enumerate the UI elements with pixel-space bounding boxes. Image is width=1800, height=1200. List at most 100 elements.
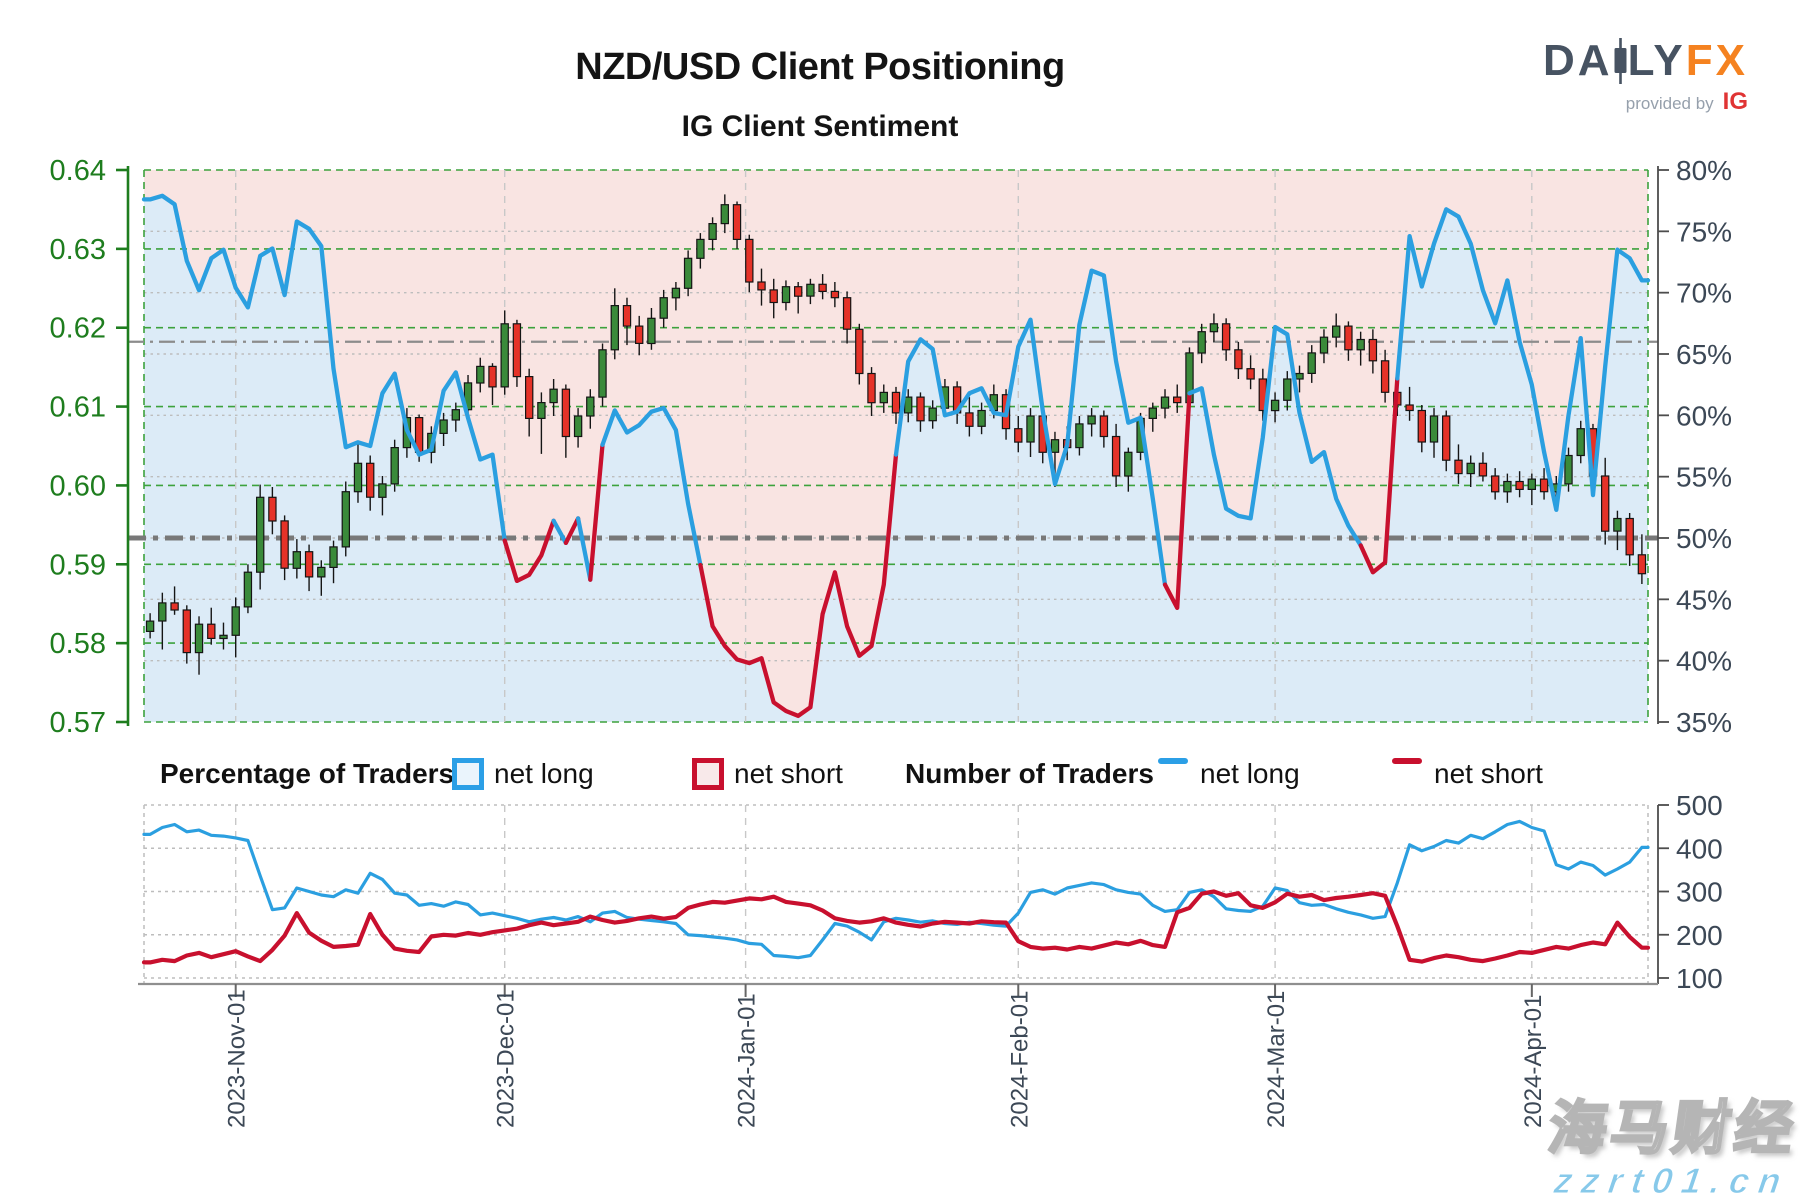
candle-body <box>745 238 754 283</box>
candle-body <box>659 297 668 319</box>
legend-pct-net-short: net short <box>734 758 843 789</box>
candle-body <box>818 283 827 292</box>
candle-body <box>1625 517 1634 556</box>
pct-axis-label: 65% <box>1676 339 1732 370</box>
candle-body <box>1344 325 1353 351</box>
legend-count-title: Number of Traders <box>905 758 1154 789</box>
candle-body <box>769 289 778 304</box>
candle-body <box>1148 407 1157 420</box>
candle-body <box>1270 399 1280 412</box>
page-title: NZD/USD Client Positioning <box>575 46 1065 88</box>
logo-text-da: DA <box>1543 36 1613 85</box>
watermark: 海马财经 zzrt01.cn <box>1539 1094 1800 1200</box>
candle-body <box>1172 396 1182 404</box>
candle-body <box>1441 415 1451 461</box>
candle-body <box>573 415 583 438</box>
candle-body <box>512 323 522 378</box>
net-long-pct-line-below50 <box>563 516 581 546</box>
candle-body <box>1515 480 1524 491</box>
candle-body <box>1331 325 1341 338</box>
candle-body <box>830 290 840 299</box>
date-axis-label: 2023-Dec-01 <box>493 989 520 1128</box>
date-axis-label: 2023-Nov-01 <box>224 989 251 1128</box>
legend-count-net-long: net long <box>1200 758 1300 789</box>
candle-body <box>268 496 277 522</box>
net-short-line-icon <box>1392 758 1422 764</box>
net-short-swatch-icon <box>692 758 724 790</box>
candle-body <box>378 483 387 498</box>
net-long-pct-line <box>1395 207 1651 512</box>
count-axis-label: 400 <box>1676 833 1723 864</box>
pct-axis-label: 55% <box>1676 462 1732 493</box>
price-axis-label: 0.63 <box>50 234 106 266</box>
net-long-pct-line-below50 <box>1162 391 1192 611</box>
candle-body <box>561 388 571 438</box>
chart-subtitle: IG Client Sentiment <box>681 110 959 143</box>
price-axis-label: 0.62 <box>50 313 106 345</box>
pct-axis-label: 75% <box>1676 216 1732 247</box>
candle-body <box>524 376 534 420</box>
candle-body <box>1209 323 1219 333</box>
net-long-pct-line <box>141 193 507 543</box>
candle-body <box>256 496 265 573</box>
candle-body <box>1478 462 1488 477</box>
price-axis-label: 0.59 <box>50 549 106 581</box>
candle-body <box>1026 415 1035 443</box>
watermark-line1: 海马财经 <box>1543 1094 1800 1162</box>
candle-body <box>916 396 925 422</box>
net-short-count-line <box>141 889 1651 965</box>
candle-body <box>1283 378 1292 401</box>
candle-body <box>1503 480 1512 493</box>
net-long-pct-line-below50 <box>502 518 556 584</box>
candle-body <box>1490 475 1500 493</box>
candle-body <box>647 317 656 345</box>
pct-axis-label: 80% <box>1676 155 1732 186</box>
candle-body <box>1234 349 1243 370</box>
net-long-pct-line <box>893 268 1168 587</box>
legend-pct-title: Percentage of Traders <box>160 758 455 789</box>
price-axis-label: 0.64 <box>50 155 106 187</box>
candle-body <box>1307 352 1316 374</box>
candle-body <box>439 419 448 434</box>
candle-body <box>353 462 363 493</box>
date-axis-label: 2024-Mar-01 <box>1263 991 1290 1128</box>
candle-body <box>757 281 766 291</box>
candle-body <box>586 396 595 417</box>
candle-body <box>1099 415 1109 438</box>
candle-body <box>1527 478 1536 491</box>
candle-body <box>1014 428 1023 443</box>
candle-body <box>1539 478 1549 493</box>
price-axis-label: 0.60 <box>50 470 106 502</box>
candle-body <box>1075 423 1084 449</box>
candle-body <box>1466 462 1475 475</box>
candle-body <box>928 407 937 422</box>
date-axis-label: 2024-Jan-01 <box>734 993 761 1128</box>
dailyfx-wordmark: DA LY FX <box>1543 38 1748 84</box>
pct-axis-label: 60% <box>1676 400 1732 431</box>
candle-body <box>1564 454 1573 485</box>
candle-body <box>1319 336 1329 354</box>
candle-body <box>806 283 815 297</box>
candle-body <box>366 462 375 498</box>
candle-body <box>170 602 179 611</box>
candle-body <box>1111 435 1121 477</box>
candle-body <box>1600 475 1610 532</box>
net-long-pct-line <box>600 405 703 568</box>
candle-body <box>683 257 693 289</box>
price-axis-label: 0.61 <box>50 392 106 424</box>
candle-body <box>476 365 485 384</box>
candle-body <box>145 620 155 632</box>
net-long-pct-line-below50 <box>1358 376 1400 575</box>
candle-body <box>1087 415 1096 425</box>
candle-body <box>537 402 546 420</box>
net-long-pct-line <box>1187 324 1363 548</box>
candle-body <box>280 520 289 569</box>
candle-body <box>708 223 717 241</box>
candle-body <box>965 412 974 427</box>
candle-body <box>891 391 901 414</box>
candle-body <box>194 623 204 654</box>
candlestick-icon <box>1614 38 1627 84</box>
pct-axis-label: 50% <box>1676 523 1732 554</box>
